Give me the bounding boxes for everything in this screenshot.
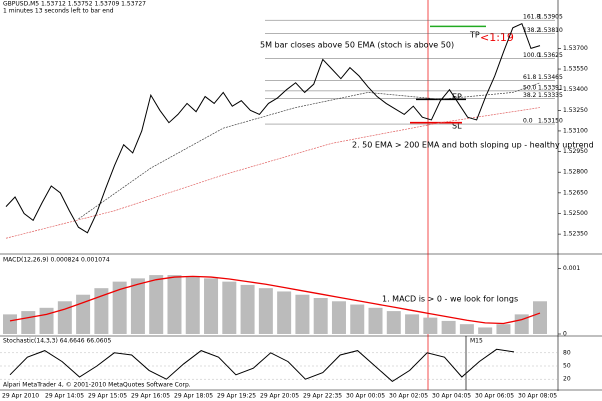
ema-line [5,107,541,239]
y-tick-label: 20 [563,376,571,383]
macd-bar [478,327,493,334]
macd-bar [204,278,219,334]
x-tick-label: 30 Apr 08:05 [518,393,557,400]
stoch-line [9,348,515,383]
annotation: SL [452,122,462,131]
macd-bar [295,294,310,334]
macd-bar [514,314,529,334]
y-tick-label: 50 [563,363,571,370]
macd-bar [167,275,182,334]
annotation: M15 [470,338,483,345]
macd-bar [222,281,237,334]
x-tick-label: 29 Apr 19:25 [217,393,256,400]
x-tick-label: 29 Apr 20:05 [260,393,299,400]
macd-bar [112,281,127,334]
fib-price: 1.53391 [538,84,563,91]
macd-bar [277,291,292,334]
macd-bar [57,301,72,334]
annotation: TP [469,31,480,40]
macd-bar [386,311,401,334]
macd-bar [496,324,511,334]
fib-level: 100.0 [523,52,540,59]
macd-bar [240,284,255,334]
annotation: <1:19 [480,31,514,44]
x-tick-label: 30 Apr 02:05 [389,393,428,400]
x-tick-label: 29 Apr 2010 [2,393,39,400]
x-tick-label: 29 Apr 18:05 [174,393,213,400]
macd-bar [313,298,328,334]
x-tick-label: 30 Apr 06:05 [475,393,514,400]
header: GBPUSD,M5 1.53712 1.53752 1.53709 1.5372… [3,1,146,8]
macd-bar [459,324,474,334]
annotation: 2. 50 EMA > 200 EMA and both sloping up … [352,141,594,150]
y-tick-label: 0 [563,331,567,338]
macd-bar [405,314,420,334]
macd-bar [533,301,547,334]
fib-price: 1.53810 [538,27,563,34]
y-tick-label: 1.53700 [563,45,588,52]
y-tick-label: 1.53100 [563,127,588,134]
macd-bar [94,288,109,334]
macd-bar [149,275,164,334]
copyright: Alpari MetaTrader 4, © 2001-2010 MetaQuo… [3,382,191,389]
macd-bar [331,301,346,334]
x-tick-label: 29 Apr 14:05 [45,393,84,400]
y-tick-label: 1.53250 [563,107,588,114]
y-tick-label: 1.52350 [563,231,588,238]
fib-price: 1.53905 [538,14,563,21]
annotation: 1. MACD is > 0 - we look for longs [382,295,518,304]
x-tick-label: 30 Apr 04:05 [432,393,471,400]
macd-bar [39,307,54,334]
macd-signal [9,275,541,325]
pane-title: MACD(12,26,9) 0.000824 0.001074 [3,257,110,264]
y-tick-label: 1.52650 [563,189,588,196]
annotation: EP [452,93,462,102]
fib-price: 1.53335 [538,92,563,99]
y-tick-label: 1.53400 [563,86,588,93]
fib-level: 161.8 [523,14,540,21]
fib-level: 138.2 [523,27,540,34]
macd-bar [76,294,91,334]
macd-bar [423,317,438,334]
x-tick-label: 29 Apr 15:05 [88,393,127,400]
price-line [5,22,541,234]
macd-bar [130,278,145,334]
y-tick-label: 1.52800 [563,169,588,176]
fib-level: 38.2 [523,92,537,99]
macd-bar [258,288,273,334]
macd-bar [350,304,365,334]
fib-price: 1.53150 [538,118,563,125]
y-tick-label: 1.53550 [563,66,588,73]
fib-level: 50.0 [523,84,537,91]
macd-bar [185,276,200,334]
y-tick-label: 1.52950 [563,148,588,155]
fib-level: 0.0 [523,118,533,125]
y-tick-label: 0.001 [563,265,580,272]
macd-bar [441,320,456,334]
macd-bar [21,311,36,334]
annotation: 5M bar closes above 50 EMA (stoch is abo… [260,41,454,50]
y-tick-label: 1.52500 [563,210,588,217]
y-tick-label: 80 [563,349,571,356]
macd-bar [368,307,383,334]
macd-bar [3,314,17,334]
x-tick-label: 30 Apr 00:05 [346,393,385,400]
x-tick-label: 29 Apr 16:05 [131,393,170,400]
fib-price: 1.53625 [538,52,563,59]
x-tick-label: 29 Apr 22:35 [303,393,342,400]
pane-title: Stochastic(14,3,3) 64.6646 66.0605 [3,338,111,345]
fib-level: 61.8 [523,74,537,81]
fib-price: 1.53465 [538,74,563,81]
ema-line [78,82,541,220]
subheader: 1 minutes 13 seconds left to bar end [3,8,114,15]
